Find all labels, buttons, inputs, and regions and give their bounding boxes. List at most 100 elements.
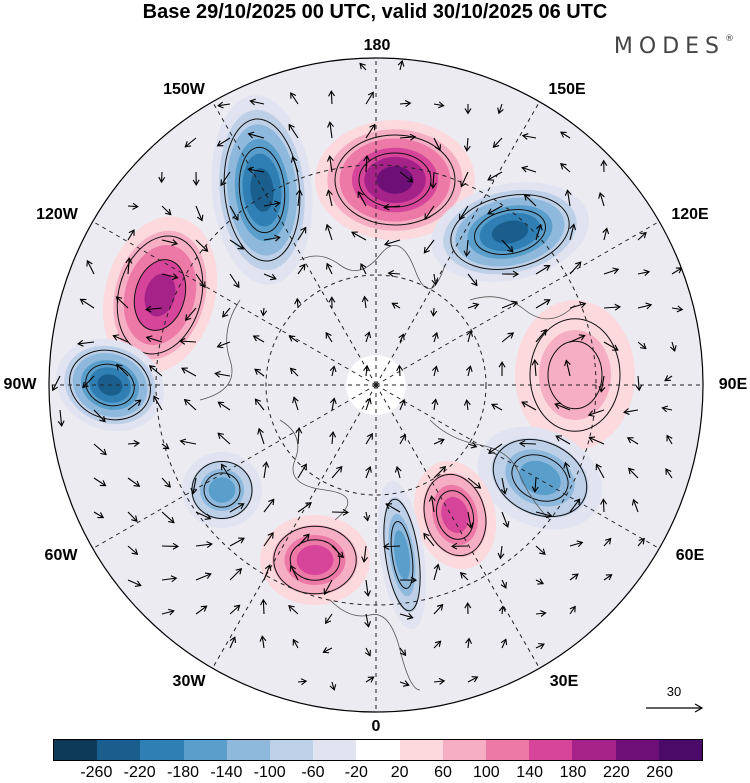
wind-arrow (518, 440, 537, 448)
anomaly-band (250, 168, 274, 212)
wind-arrow-shaft (501, 639, 507, 649)
wind-arrow-shaft (229, 604, 241, 615)
wind-arrow (351, 231, 367, 241)
wind-arrow (467, 441, 478, 449)
wind-arrow-shaft (215, 372, 231, 377)
wind-arrow-shaft (195, 205, 203, 221)
wind-arrow-shaft (459, 205, 469, 220)
wind-arrow-head (164, 208, 172, 216)
wind-arrow (222, 307, 231, 318)
wind-arrow (365, 123, 376, 139)
wind-arrow-shaft (195, 573, 212, 581)
wind-arrow-shaft (535, 224, 542, 241)
anomaly-fields (56, 95, 635, 630)
height-contour (238, 146, 286, 234)
wind-arrow-shaft (433, 273, 437, 285)
height-contour (435, 490, 475, 540)
wind-arrow (467, 676, 479, 683)
wind-arrow-shaft (179, 340, 197, 343)
wind-arrow-shaft (360, 263, 367, 275)
wind-arrow-shaft (297, 264, 306, 275)
wind-arrow (383, 203, 401, 211)
wind-arrow-shaft (292, 156, 299, 173)
wind-arrow-head (116, 363, 123, 371)
wind-arrow-head (554, 402, 562, 409)
anomaly-band (519, 460, 561, 496)
wind-arrow (637, 341, 647, 350)
wind-arrow (360, 263, 367, 275)
wind-arrow-head (260, 598, 268, 606)
wind-arrow (192, 171, 200, 186)
wind-arrow-shaft (293, 397, 299, 411)
wind-arrow-shaft (671, 307, 683, 311)
wind-arrow-shaft (290, 92, 299, 105)
coastlines (199, 244, 576, 691)
wind-arrow-head (472, 302, 480, 310)
wind-arrow (292, 396, 299, 411)
polar-map (48, 57, 704, 713)
wind-arrow-shaft (248, 168, 265, 173)
wind-arrow-head (288, 335, 296, 342)
wind-arrow-head (576, 540, 584, 548)
wind-arrow-shaft (432, 307, 435, 316)
wind-arrow (161, 542, 180, 550)
wind-arrow-head (423, 532, 430, 540)
colorbar-tick-label: -20 (344, 764, 368, 781)
colorbar-tick-label: 220 (602, 764, 630, 781)
wind-arrow (254, 368, 265, 377)
anomaly-band (441, 496, 469, 534)
wind-arrow-head (252, 335, 260, 342)
meridian (92, 384, 377, 549)
wind-arrow (458, 205, 469, 221)
wind-arrow (161, 477, 171, 488)
wind-arrow-shaft (603, 306, 620, 309)
wind-arrow-shaft (522, 167, 537, 173)
wind-arrow-head (201, 245, 209, 252)
wind-arrow-head (363, 154, 371, 162)
wind-arrow (229, 273, 240, 289)
wind-arrow (297, 678, 308, 686)
wind-arrow (329, 431, 337, 445)
anomaly-band (539, 330, 611, 420)
wind-arrow (622, 408, 639, 415)
wind-arrow-head (391, 302, 399, 309)
wind-arrow-head (290, 155, 298, 163)
wind-arrow-head (342, 508, 350, 516)
wind-arrow-shaft (127, 229, 135, 241)
wind-arrow-head (463, 250, 471, 257)
wind-arrow-head (260, 309, 268, 317)
wind-arrow-shaft (127, 545, 138, 555)
lon-label-90e: 90E (718, 376, 748, 393)
wind-arrow-shaft (229, 239, 244, 250)
wind-arrow-shaft (565, 360, 571, 377)
wind-arrow-shaft (357, 191, 367, 207)
wind-arrow (289, 367, 299, 377)
wind-arrow-head (300, 463, 307, 471)
wind-arrow-head (402, 680, 410, 687)
colorbar-bin (486, 740, 530, 760)
wind-arrow (263, 273, 277, 281)
wind-arrow (433, 137, 442, 152)
wind-arrow-head (295, 426, 303, 434)
wind-arrow-head (431, 398, 439, 406)
coastline (199, 299, 241, 401)
wind-arrow (627, 467, 639, 479)
wind-arrow (603, 267, 620, 275)
wind-arrow (399, 398, 406, 411)
wind-arrow (661, 405, 673, 413)
wind-arrow-shaft (146, 307, 163, 311)
wind-arrow-head (237, 243, 245, 250)
wind-arrow-head (399, 398, 406, 406)
wind-arrow-shaft (127, 579, 142, 587)
wind-arrow-head (364, 331, 372, 339)
wind-arrow-head (398, 333, 405, 341)
wind-arrow (500, 477, 508, 495)
meridian (212, 101, 377, 386)
wind-arrow (382, 543, 401, 550)
wind-arrow (161, 608, 175, 616)
wind-arrow (359, 62, 367, 71)
wind-arrow-shaft (297, 533, 310, 547)
height-contour (289, 539, 341, 581)
wind-arrow-head (366, 432, 373, 440)
wind-arrow-head (464, 108, 472, 115)
